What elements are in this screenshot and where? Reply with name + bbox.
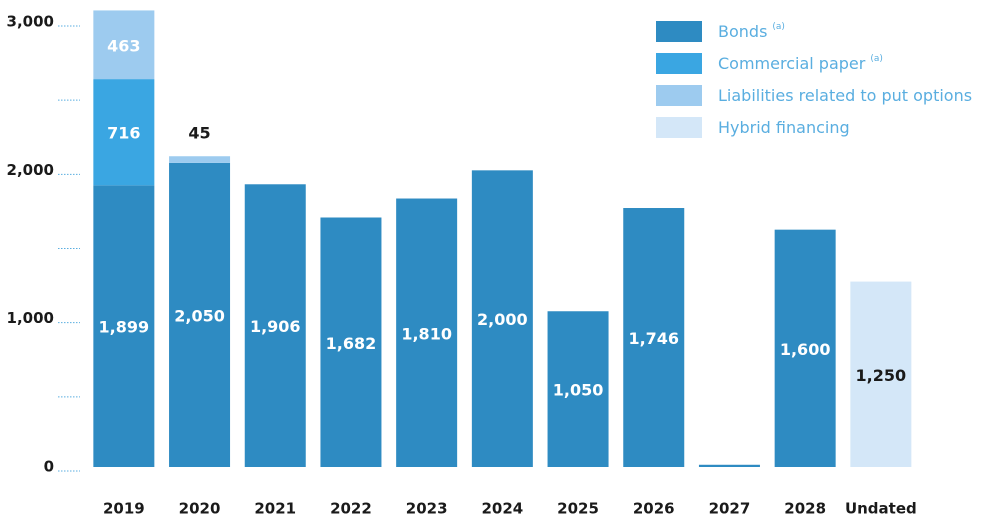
bar-segment [93, 185, 155, 467]
bar-segment [93, 10, 155, 80]
legend-swatch [656, 85, 702, 106]
bar-segment [698, 464, 760, 467]
legend-swatch [656, 21, 702, 42]
bar-segment [169, 162, 231, 467]
legend-label: Commercial paper (a) [718, 54, 883, 73]
legend-swatch [656, 53, 702, 74]
bar-segment [471, 170, 533, 468]
legend-swatch [656, 117, 702, 138]
bar-segment [244, 184, 306, 467]
x-tick-label: 2028 [784, 500, 826, 518]
x-tick-label: 2025 [557, 500, 599, 518]
value-label: 1,810 [401, 324, 452, 343]
bar-segment [850, 281, 912, 467]
legend-note: (a) [772, 22, 785, 32]
x-tick-label: 2027 [709, 500, 751, 518]
legend-note: (a) [870, 54, 883, 64]
value-label: 463 [107, 36, 140, 55]
x-tick-label: 2021 [254, 500, 296, 518]
bar-segment [623, 208, 685, 467]
x-tick-label: Undated [845, 500, 917, 518]
legend-name: Hybrid financing [718, 118, 850, 137]
value-label: 1,682 [326, 334, 377, 353]
x-tick-label: 2022 [330, 500, 372, 518]
value-label: 1,250 [856, 366, 907, 385]
bar-segment [547, 311, 609, 467]
value-label: 716 [107, 124, 140, 143]
x-tick-label: 2019 [103, 500, 145, 518]
y-tick-label: 3,000 [7, 13, 54, 31]
legend-name: Bonds [718, 22, 767, 41]
value-label: 45 [188, 124, 210, 143]
value-label: 1,050 [553, 381, 604, 400]
y-tick-label: 1,000 [7, 309, 54, 327]
value-label: 2,000 [477, 310, 528, 329]
legend-label: Bonds (a) [718, 22, 785, 41]
legend-label: Hybrid financing [718, 118, 850, 137]
value-label: 1,600 [780, 340, 831, 359]
bar-segment [396, 198, 458, 467]
value-label: 1,899 [99, 318, 150, 337]
value-label: 2,050 [174, 306, 225, 325]
bar-segment [774, 229, 836, 467]
x-tick-label: 2026 [633, 500, 675, 518]
x-tick-label: 2023 [406, 500, 448, 518]
value-label: 1,746 [628, 329, 679, 348]
legend-name: Commercial paper [718, 54, 866, 73]
legend-label: Liabilities related to put options [718, 86, 972, 105]
x-tick-label: 2024 [481, 500, 523, 518]
x-tick-label: 2020 [179, 500, 221, 518]
bar-segment [169, 156, 231, 163]
y-tick-label: 2,000 [7, 161, 54, 179]
value-label: 1,906 [250, 317, 301, 336]
bar-segment [320, 217, 382, 467]
bar-segment [93, 79, 155, 186]
legend-name: Liabilities related to put options [718, 86, 972, 105]
y-tick-label: 0 [44, 458, 54, 476]
